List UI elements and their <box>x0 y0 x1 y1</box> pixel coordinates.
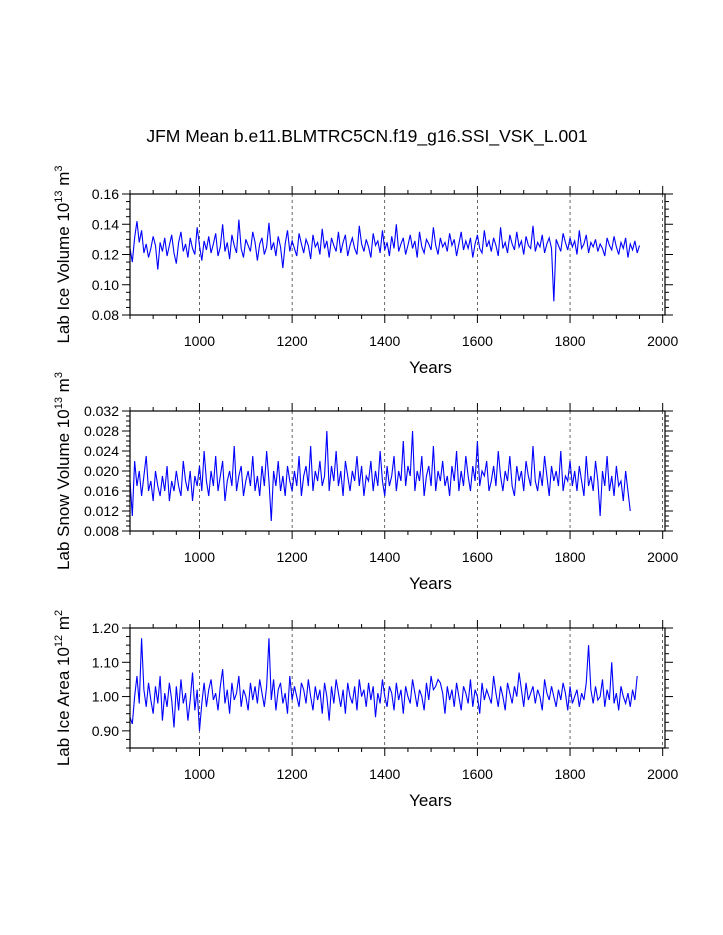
x-tick-label: 1200 <box>277 766 308 782</box>
y-tick-label: 0.10 <box>92 277 119 293</box>
y-axis-label-ylabel-unit: m <box>54 172 73 191</box>
y-tick-label: 0.08 <box>92 307 119 323</box>
y-axis-label: Lab Ice Area 1012 m2 <box>53 610 73 766</box>
x-axis-label: Years <box>409 574 452 593</box>
y-tick-label: 0.028 <box>84 423 119 439</box>
plot-frame <box>129 193 666 316</box>
x-tick-label: 1800 <box>554 333 585 349</box>
x-tick-label: 1000 <box>184 333 215 349</box>
y-axis-label-ylabel-main: Lab Ice Volume 10 <box>54 203 73 344</box>
series-line <box>129 219 641 302</box>
plot-frame <box>129 410 666 532</box>
x-tick-label: 1600 <box>462 333 493 349</box>
y-tick-label: 0.024 <box>84 443 119 459</box>
x-tick-label: 1600 <box>462 549 493 565</box>
series-line <box>129 430 631 522</box>
y-tick-label: 0.12 <box>92 247 119 263</box>
chart-panel-2: 1000 1200 1400 1600 1800 2000 Years 0.008 0.012 0… <box>53 372 678 593</box>
x-tick-label: 1200 <box>277 333 308 349</box>
x-tick-label: 1400 <box>369 766 400 782</box>
x-tick-label: 1200 <box>277 549 308 565</box>
y-tick-label: 1.10 <box>92 654 119 670</box>
figure-title: JFM Mean b.e11.BLMTRC5CN.f19_g16.SSI_VSK… <box>146 126 587 147</box>
y-tick-label: 0.012 <box>84 503 119 519</box>
y-axis-label-ylabel-unit: m <box>54 378 73 397</box>
chart-panel-1: 1000 1200 1400 1600 1800 2000 Years 0.08 0.10 0.1… <box>53 165 678 377</box>
x-axis-label: Years <box>409 358 452 377</box>
y-tick-label: 0.016 <box>84 483 119 499</box>
y-axis-label: Lab Snow Volume 1013 m3 <box>53 372 73 570</box>
y-axis-label-ylabel-unit: m <box>54 616 73 635</box>
y-tick-label: 0.90 <box>92 723 119 739</box>
y-tick-label: 0.032 <box>84 403 119 419</box>
x-tick-label: 1800 <box>554 549 585 565</box>
y-axis-label-ylabel-unit-exp: 3 <box>53 165 65 171</box>
chart-panel-3: 1000 1200 1400 1600 1800 2000 Years 0.90 1.00 1.1… <box>53 610 678 810</box>
x-tick-label: 2000 <box>647 766 678 782</box>
y-tick-label: 0.008 <box>84 523 119 539</box>
x-tick-label: 1400 <box>369 333 400 349</box>
y-axis-label-ylabel-main: Lab Snow Volume 10 <box>54 409 73 570</box>
y-tick-label: 1.20 <box>92 620 119 636</box>
x-tick-label: 1000 <box>184 766 215 782</box>
x-tick-label: 2000 <box>647 549 678 565</box>
y-axis-label-ylabel-unit-exp: 2 <box>53 610 65 616</box>
y-tick-label: 0.020 <box>84 463 119 479</box>
y-axis-label: Lab Ice Volume 1013 m3 <box>53 165 73 343</box>
y-tick-label: 0.14 <box>92 216 119 232</box>
y-tick-label: 0.16 <box>92 186 119 202</box>
y-tick-label: 1.00 <box>92 689 119 705</box>
x-axis-label: Years <box>409 791 452 810</box>
y-axis-label-ylabel-exp: 13 <box>53 397 65 409</box>
y-axis-label-ylabel-unit-exp: 3 <box>53 372 65 378</box>
x-tick-label: 2000 <box>647 333 678 349</box>
x-tick-label: 1400 <box>369 549 400 565</box>
series-line <box>129 638 638 731</box>
y-axis-label-ylabel-main: Lab Ice Area 10 <box>54 647 73 766</box>
x-tick-label: 1600 <box>462 766 493 782</box>
y-axis-label-ylabel-exp: 13 <box>53 190 65 202</box>
y-axis-label-ylabel-exp: 12 <box>53 635 65 647</box>
x-tick-label: 1000 <box>184 549 215 565</box>
x-tick-label: 1800 <box>554 766 585 782</box>
